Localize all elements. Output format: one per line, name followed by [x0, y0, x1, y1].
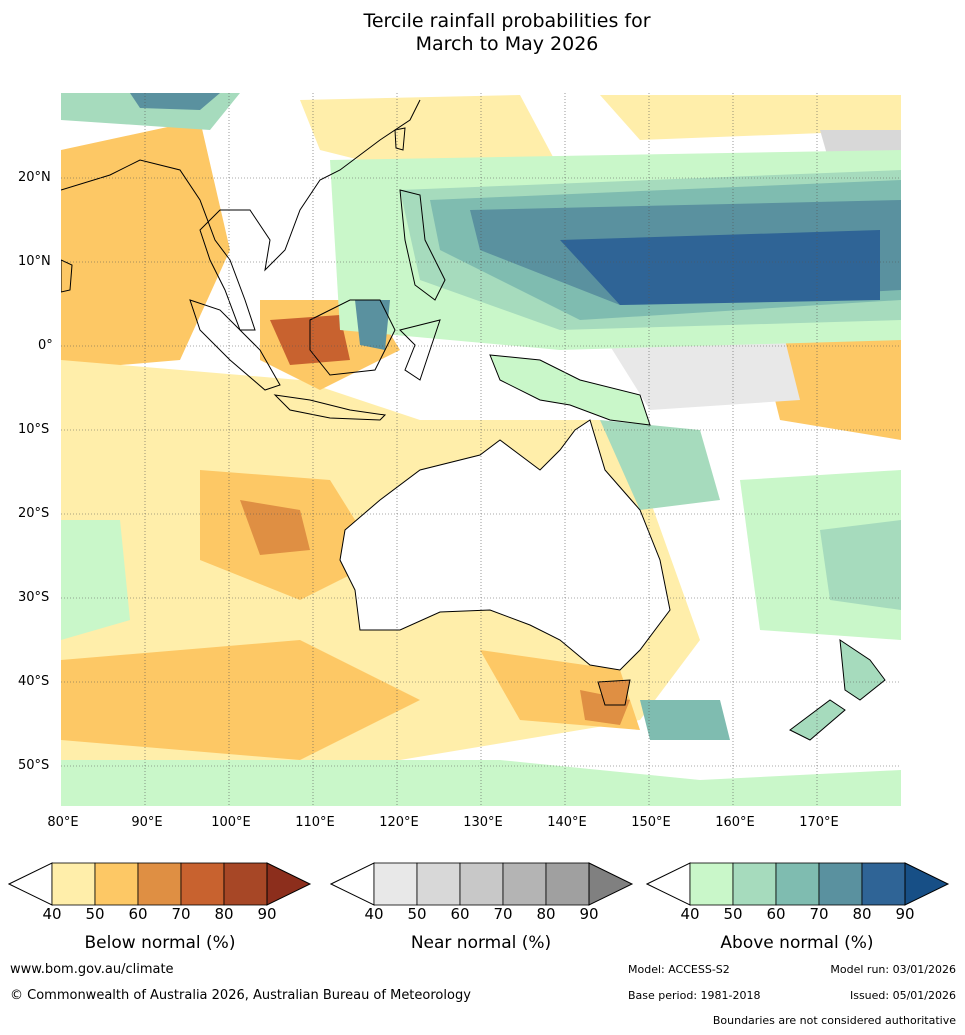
colorbar-tick-label: 90 — [895, 905, 915, 923]
colorbar-segment — [223, 862, 268, 906]
borneo-coastline — [309, 299, 396, 376]
model-run-text: Model run: 03/01/2026 — [830, 963, 956, 976]
colorbar-extension-low — [8, 862, 53, 906]
new-zealand-coastline — [789, 699, 846, 741]
colorbar-segment — [180, 862, 225, 906]
lat-label: 10°S — [18, 422, 50, 437]
lon-label: 120°E — [379, 815, 419, 830]
lat-label: 50°S — [18, 758, 50, 773]
colorbar-segment — [137, 862, 182, 906]
colorbar-tick-label: 60 — [450, 905, 470, 923]
new-guinea-coastline — [489, 354, 651, 426]
lon-label: 170°E — [799, 815, 839, 830]
colorbar-tick-label: 70 — [171, 905, 191, 923]
disclaimer-text: Boundaries are not considered authoritat… — [712, 1014, 956, 1027]
taiwan-coastline — [394, 127, 406, 151]
above-normal-area — [820, 520, 901, 610]
above-normal-area — [130, 93, 220, 110]
colorbar-tick-label: 40 — [364, 905, 384, 923]
lon-label: 80°E — [47, 815, 79, 830]
below-normal-area — [760, 330, 901, 440]
australia-coastline — [339, 419, 671, 671]
colorbar-segment — [689, 862, 734, 906]
tasmania-coastline — [597, 679, 631, 706]
lat-label: 0° — [38, 338, 53, 353]
colorbar-segment — [51, 862, 96, 906]
colorbar-tick-label: 50 — [407, 905, 427, 923]
colorbar-tick-label: 90 — [257, 905, 277, 923]
colorbar-segment — [416, 862, 461, 906]
above-normal-area — [560, 230, 880, 305]
colorbar-tick-label: 60 — [766, 905, 786, 923]
colorbar-tick-label: 50 — [723, 905, 743, 923]
colorbar-tick-label: 80 — [214, 905, 234, 923]
colorbar-extension-high — [588, 862, 634, 906]
rainfall-probability-map — [61, 93, 901, 806]
below-normal-area — [61, 640, 420, 760]
lon-label: 90°E — [131, 815, 163, 830]
colorbar-segment — [775, 862, 820, 906]
lat-label: 40°S — [18, 674, 50, 689]
title-line-1: Tercile rainfall probabilities for — [363, 10, 651, 32]
colorbar-segment — [732, 862, 777, 906]
lon-label: 130°E — [463, 815, 503, 830]
copyright-text: © Commonwealth of Australia 2026, Austra… — [10, 988, 471, 1003]
colorbar-segment — [861, 862, 906, 906]
issued-text: Issued: 05/01/2026 — [849, 989, 956, 1002]
colorbar-extension-high — [904, 862, 950, 906]
map-title: Tercile rainfall probabilities for March… — [0, 10, 965, 56]
lat-label: 20°S — [18, 506, 50, 521]
near-normal-colorbar — [330, 862, 634, 906]
below-normal-area — [300, 95, 560, 175]
colorbar-tick-label: 60 — [128, 905, 148, 923]
website-link[interactable]: www.bom.gov.au/climate — [10, 962, 174, 977]
colorbar-tick-label: 40 — [680, 905, 700, 923]
above-normal-area — [61, 520, 130, 640]
colorbar-tick-label: 50 — [85, 905, 105, 923]
lon-label: 100°E — [211, 815, 251, 830]
below-normal-legend-title: Below normal (%) — [84, 933, 236, 953]
new-zealand-coastline — [839, 638, 886, 701]
below-normal-area — [600, 95, 901, 140]
colorbar-segment — [818, 862, 863, 906]
colorbar-extension-high — [266, 862, 312, 906]
lon-label: 160°E — [715, 815, 755, 830]
lat-label: 30°S — [18, 590, 50, 605]
model-text: Model: ACCESS-S2 — [628, 963, 730, 976]
above-normal-legend-title: Above normal (%) — [720, 933, 874, 953]
colorbar-extension-low — [646, 862, 691, 906]
sri-lanka-coastline — [61, 259, 73, 293]
base-period-text: Base period: 1981-2018 — [628, 989, 761, 1002]
colorbar-segment — [459, 862, 504, 906]
lat-label: 10°N — [18, 254, 51, 269]
colorbar-segment — [94, 862, 139, 906]
colorbar-segment — [502, 862, 547, 906]
colorbar-tick-label: 80 — [852, 905, 872, 923]
sumatra-coastline — [189, 299, 281, 391]
below-normal-colorbar — [8, 862, 312, 906]
above-normal-colorbar — [646, 862, 950, 906]
colorbar-segment — [545, 862, 590, 906]
colorbar-extension-low — [330, 862, 375, 906]
graticule — [61, 93, 901, 806]
colorbar-tick-label: 70 — [809, 905, 829, 923]
lon-label: 150°E — [631, 815, 671, 830]
colorbar-segment — [373, 862, 418, 906]
above-normal-area — [640, 700, 730, 740]
lon-label: 110°E — [295, 815, 335, 830]
lat-label: 20°N — [18, 170, 51, 185]
philippines-coastline — [399, 189, 446, 301]
lon-label: 140°E — [547, 815, 587, 830]
sulawesi-coastline — [399, 319, 441, 381]
colorbar-tick-label: 80 — [536, 905, 556, 923]
above-normal-area — [355, 300, 390, 350]
colorbar-tick-label: 70 — [493, 905, 513, 923]
colorbar-tick-label: 40 — [42, 905, 62, 923]
above-normal-area — [600, 420, 720, 510]
colorbar-tick-label: 90 — [579, 905, 599, 923]
near-normal-legend-title: Near normal (%) — [410, 933, 552, 953]
asia-coastline — [61, 99, 421, 331]
java-coastline — [273, 394, 387, 421]
title-line-2: March to May 2026 — [415, 33, 599, 55]
